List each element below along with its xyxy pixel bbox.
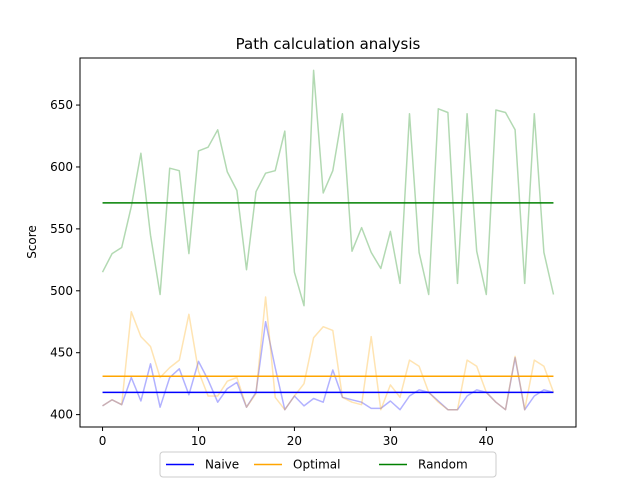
- legend-box: [159, 451, 497, 478]
- y-tick-label: 500: [50, 284, 73, 298]
- legend-label-optimal: Optimal: [293, 458, 340, 472]
- y-tick-label: 550: [50, 222, 73, 236]
- y-tick-label: 650: [50, 98, 73, 112]
- chart-title: Path calculation analysis: [236, 35, 421, 53]
- series-line-optimal: [102, 296, 555, 411]
- series-line-naive: [102, 320, 554, 411]
- series-line-random: [101, 69, 555, 307]
- legend: Naive Optimal Random: [159, 451, 497, 478]
- y-axis-label: Score: [25, 225, 39, 259]
- axes: 0 10 20 30 40 400 450 500 550 600 650: [50, 57, 577, 448]
- axes-frame: [79, 57, 577, 428]
- x-tick-label: 0: [99, 434, 107, 448]
- plot-area: [101, 69, 555, 411]
- y-tick-label: 600: [50, 160, 73, 174]
- x-tick-label: 30: [383, 434, 398, 448]
- x-tick-label: 20: [287, 434, 302, 448]
- y-tick-label: 400: [50, 408, 73, 422]
- x-tick-label: 10: [191, 434, 206, 448]
- x-tick-label: 40: [479, 434, 494, 448]
- y-tick-label: 450: [50, 346, 73, 360]
- legend-label-naive: Naive: [205, 458, 239, 472]
- legend-label-random: Random: [418, 458, 468, 472]
